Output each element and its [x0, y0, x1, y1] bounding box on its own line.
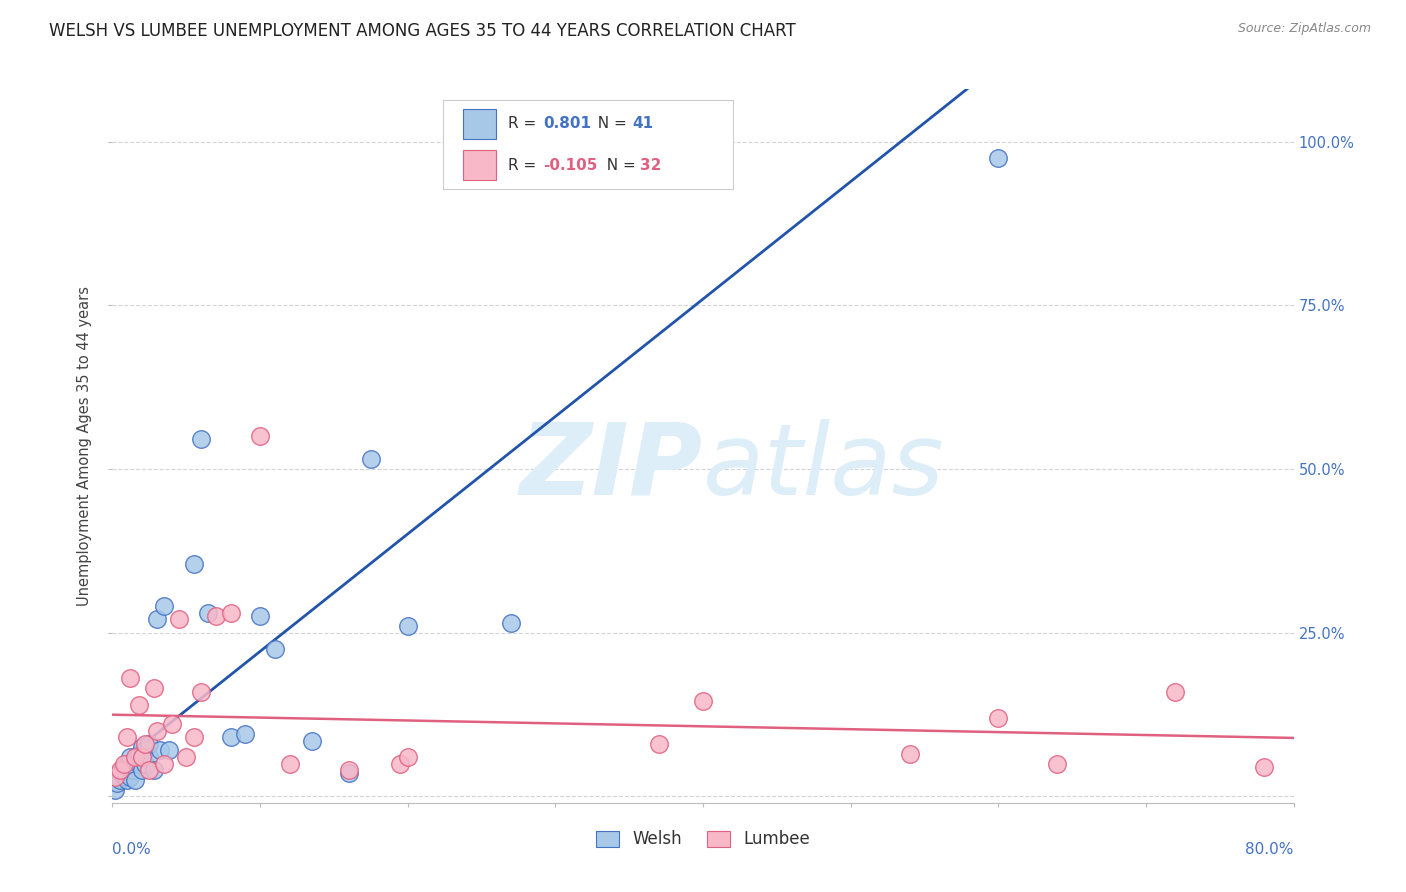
- Point: [264, 642, 287, 657]
- FancyBboxPatch shape: [443, 100, 733, 189]
- Point: [105, 776, 128, 790]
- Point: [131, 750, 153, 764]
- Point: [120, 672, 142, 686]
- Point: [138, 763, 160, 777]
- Point: [1046, 756, 1069, 771]
- Point: [337, 763, 360, 777]
- Point: [112, 763, 135, 777]
- Point: [134, 743, 156, 757]
- Point: [360, 452, 382, 467]
- Point: [396, 750, 419, 764]
- Point: [987, 711, 1010, 725]
- Point: [898, 747, 921, 761]
- Point: [112, 756, 135, 771]
- Point: [337, 766, 360, 780]
- Point: [120, 770, 142, 784]
- Point: [131, 750, 153, 764]
- Point: [249, 609, 271, 624]
- Point: [153, 599, 176, 614]
- Text: R =: R =: [508, 117, 541, 131]
- Point: [134, 737, 156, 751]
- Text: N =: N =: [589, 117, 633, 131]
- Point: [124, 753, 146, 767]
- Text: 0.801: 0.801: [544, 117, 592, 131]
- Point: [117, 731, 138, 745]
- Point: [134, 756, 156, 771]
- Point: [501, 615, 523, 630]
- Text: Source: ZipAtlas.com: Source: ZipAtlas.com: [1237, 22, 1371, 36]
- Point: [108, 763, 131, 777]
- Text: 80.0%: 80.0%: [1246, 842, 1294, 857]
- Point: [692, 694, 714, 708]
- Point: [131, 740, 153, 755]
- Point: [124, 772, 146, 787]
- Point: [301, 733, 323, 747]
- FancyBboxPatch shape: [463, 109, 496, 139]
- Point: [233, 727, 256, 741]
- Text: -0.105: -0.105: [544, 158, 598, 172]
- Point: [167, 612, 190, 626]
- Point: [138, 737, 160, 751]
- Point: [142, 763, 165, 777]
- Point: [1164, 684, 1187, 698]
- Point: [647, 151, 671, 165]
- Point: [131, 763, 153, 777]
- Text: 41: 41: [633, 117, 654, 131]
- Point: [183, 731, 205, 745]
- Text: WELSH VS LUMBEE UNEMPLOYMENT AMONG AGES 35 TO 44 YEARS CORRELATION CHART: WELSH VS LUMBEE UNEMPLOYMENT AMONG AGES …: [49, 22, 796, 40]
- Point: [160, 717, 183, 731]
- Point: [987, 151, 1010, 165]
- Text: atlas: atlas: [703, 419, 945, 516]
- Point: [1253, 760, 1275, 774]
- Text: N =: N =: [596, 158, 640, 172]
- Point: [153, 756, 176, 771]
- Point: [142, 681, 165, 696]
- Point: [138, 750, 160, 764]
- Point: [117, 772, 138, 787]
- Point: [146, 612, 169, 626]
- Point: [219, 731, 242, 745]
- FancyBboxPatch shape: [463, 150, 496, 180]
- Point: [647, 737, 671, 751]
- Point: [183, 557, 205, 571]
- Point: [122, 763, 145, 777]
- Point: [396, 619, 419, 633]
- Point: [128, 756, 150, 771]
- Y-axis label: Unemployment Among Ages 35 to 44 years: Unemployment Among Ages 35 to 44 years: [77, 286, 93, 606]
- Point: [146, 723, 169, 738]
- Point: [205, 609, 228, 624]
- Point: [278, 756, 301, 771]
- Point: [104, 770, 127, 784]
- Text: 32: 32: [640, 158, 662, 172]
- Point: [149, 743, 172, 757]
- Point: [190, 684, 212, 698]
- Text: ZIP: ZIP: [520, 419, 703, 516]
- Point: [197, 606, 219, 620]
- Point: [219, 606, 242, 620]
- Point: [112, 770, 135, 784]
- Point: [157, 743, 180, 757]
- Point: [249, 429, 271, 443]
- Point: [389, 756, 412, 771]
- Legend: Welsh, Lumbee: Welsh, Lumbee: [589, 824, 817, 855]
- Point: [117, 756, 138, 771]
- Point: [174, 750, 197, 764]
- Point: [190, 433, 212, 447]
- Point: [104, 782, 127, 797]
- Point: [128, 698, 150, 712]
- Point: [647, 151, 671, 165]
- Point: [128, 747, 150, 761]
- Point: [108, 772, 131, 787]
- Text: 0.0%: 0.0%: [112, 842, 152, 857]
- Point: [124, 750, 146, 764]
- Point: [120, 750, 142, 764]
- Text: R =: R =: [508, 158, 541, 172]
